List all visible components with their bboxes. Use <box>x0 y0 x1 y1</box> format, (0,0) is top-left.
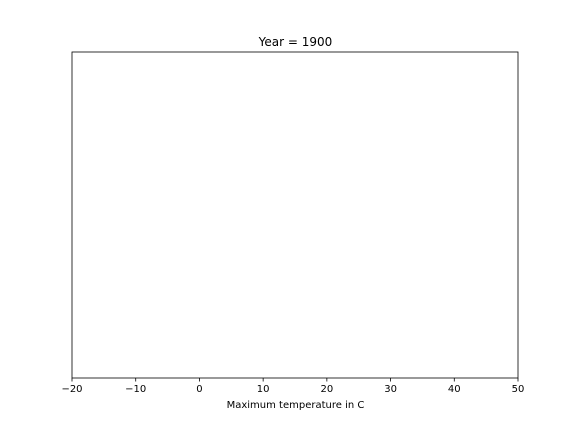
x-axis-label: Maximum temperature in C <box>227 400 365 411</box>
plot-area-frame <box>71 51 519 379</box>
x-tick-label: 40 <box>448 384 461 395</box>
x-tick-label: −10 <box>125 384 146 395</box>
x-tick-label: 20 <box>320 384 333 395</box>
x-tick-label: 50 <box>512 384 525 395</box>
x-tick-label: −20 <box>61 384 82 395</box>
x-tick-label: 10 <box>257 384 270 395</box>
chart-title: Year = 1900 <box>258 35 333 49</box>
x-tick-label: 0 <box>196 384 202 395</box>
x-axis-ticks: −20 −10 0 10 20 30 40 50 <box>61 378 524 395</box>
x-tick-label: 30 <box>384 384 397 395</box>
